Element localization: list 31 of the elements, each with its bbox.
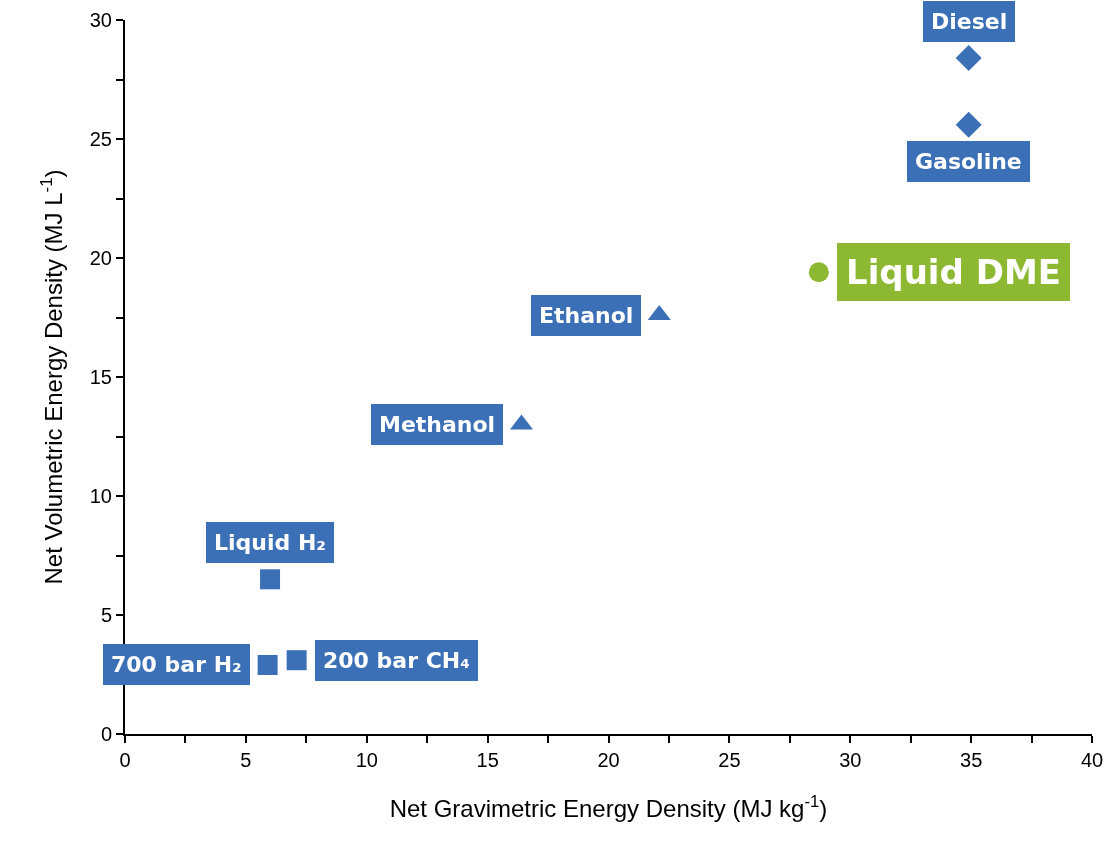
point xyxy=(257,654,278,675)
series-label: Gasoline xyxy=(915,149,1022,174)
series-label: 200 bar CH₄ xyxy=(323,648,470,673)
point xyxy=(286,650,307,671)
x-tick-label: 10 xyxy=(355,749,378,771)
y-tick-label: 20 xyxy=(89,247,112,269)
x-tick-label: 30 xyxy=(839,749,862,771)
x-tick-label: 25 xyxy=(718,749,741,771)
x-axis-title: Net Gravimetric Energy Density (MJ kg$^{-1}$) xyxy=(389,791,828,822)
point xyxy=(808,262,829,283)
y-tick-label: 0 xyxy=(100,723,112,745)
point xyxy=(260,569,281,590)
x-tick-label: 35 xyxy=(960,749,983,771)
y-tick-label: 5 xyxy=(100,604,112,626)
y-tick-label: 25 xyxy=(89,128,112,150)
y-tick-label: 30 xyxy=(89,9,112,31)
x-tick-label: 40 xyxy=(1080,749,1104,771)
x-tick-label: 0 xyxy=(119,749,131,771)
series-label: Liquid H₂ xyxy=(214,530,326,555)
series-label: 700 bar H₂ xyxy=(111,652,242,677)
point xyxy=(955,111,982,138)
x-tick-label: 5 xyxy=(240,749,252,771)
series-label: Methanol xyxy=(379,412,496,437)
y-tick-label: 15 xyxy=(89,366,112,388)
series-label: Liquid DME xyxy=(846,252,1061,292)
x-tick-label: 20 xyxy=(597,749,620,771)
series-label: Ethanol xyxy=(539,303,634,328)
point xyxy=(955,45,982,72)
series-label: Diesel xyxy=(931,9,1008,34)
x-tick-label: 15 xyxy=(476,749,499,771)
y-tick-label: 10 xyxy=(89,485,112,507)
